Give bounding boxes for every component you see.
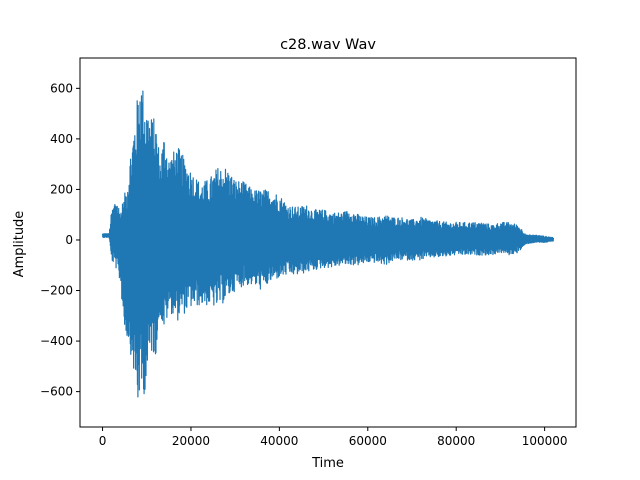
y-tick-label: −400: [40, 334, 73, 348]
y-axis-label: Amplitude: [12, 211, 27, 278]
x-tick-label: 40000: [260, 434, 298, 448]
y-tick-label: 600: [50, 81, 73, 95]
x-tick-label: 100000: [522, 434, 568, 448]
x-tick-label: 20000: [172, 434, 210, 448]
y-tick-label: 400: [50, 132, 73, 146]
axes-frame: [79, 57, 577, 428]
x-tick-label: 0: [99, 434, 107, 448]
y-axis-ticks: −600 −400 −200 0 200 400 600: [40, 81, 80, 399]
y-tick-label: 200: [50, 182, 73, 196]
chart-title: c28.wav Wav: [280, 37, 376, 53]
y-tick-label: −200: [40, 284, 73, 298]
y-tick-label: −600: [40, 385, 73, 399]
y-tick-label: 0: [65, 233, 73, 247]
x-axis-ticks: 0 20000 40000 60000 80000 100000: [99, 427, 568, 448]
plot-area: [101, 90, 555, 398]
series-line-0: [101, 90, 555, 398]
x-tick-label: 80000: [437, 434, 475, 448]
x-axis-label: Time: [311, 456, 344, 471]
x-tick-label: 60000: [349, 434, 387, 448]
